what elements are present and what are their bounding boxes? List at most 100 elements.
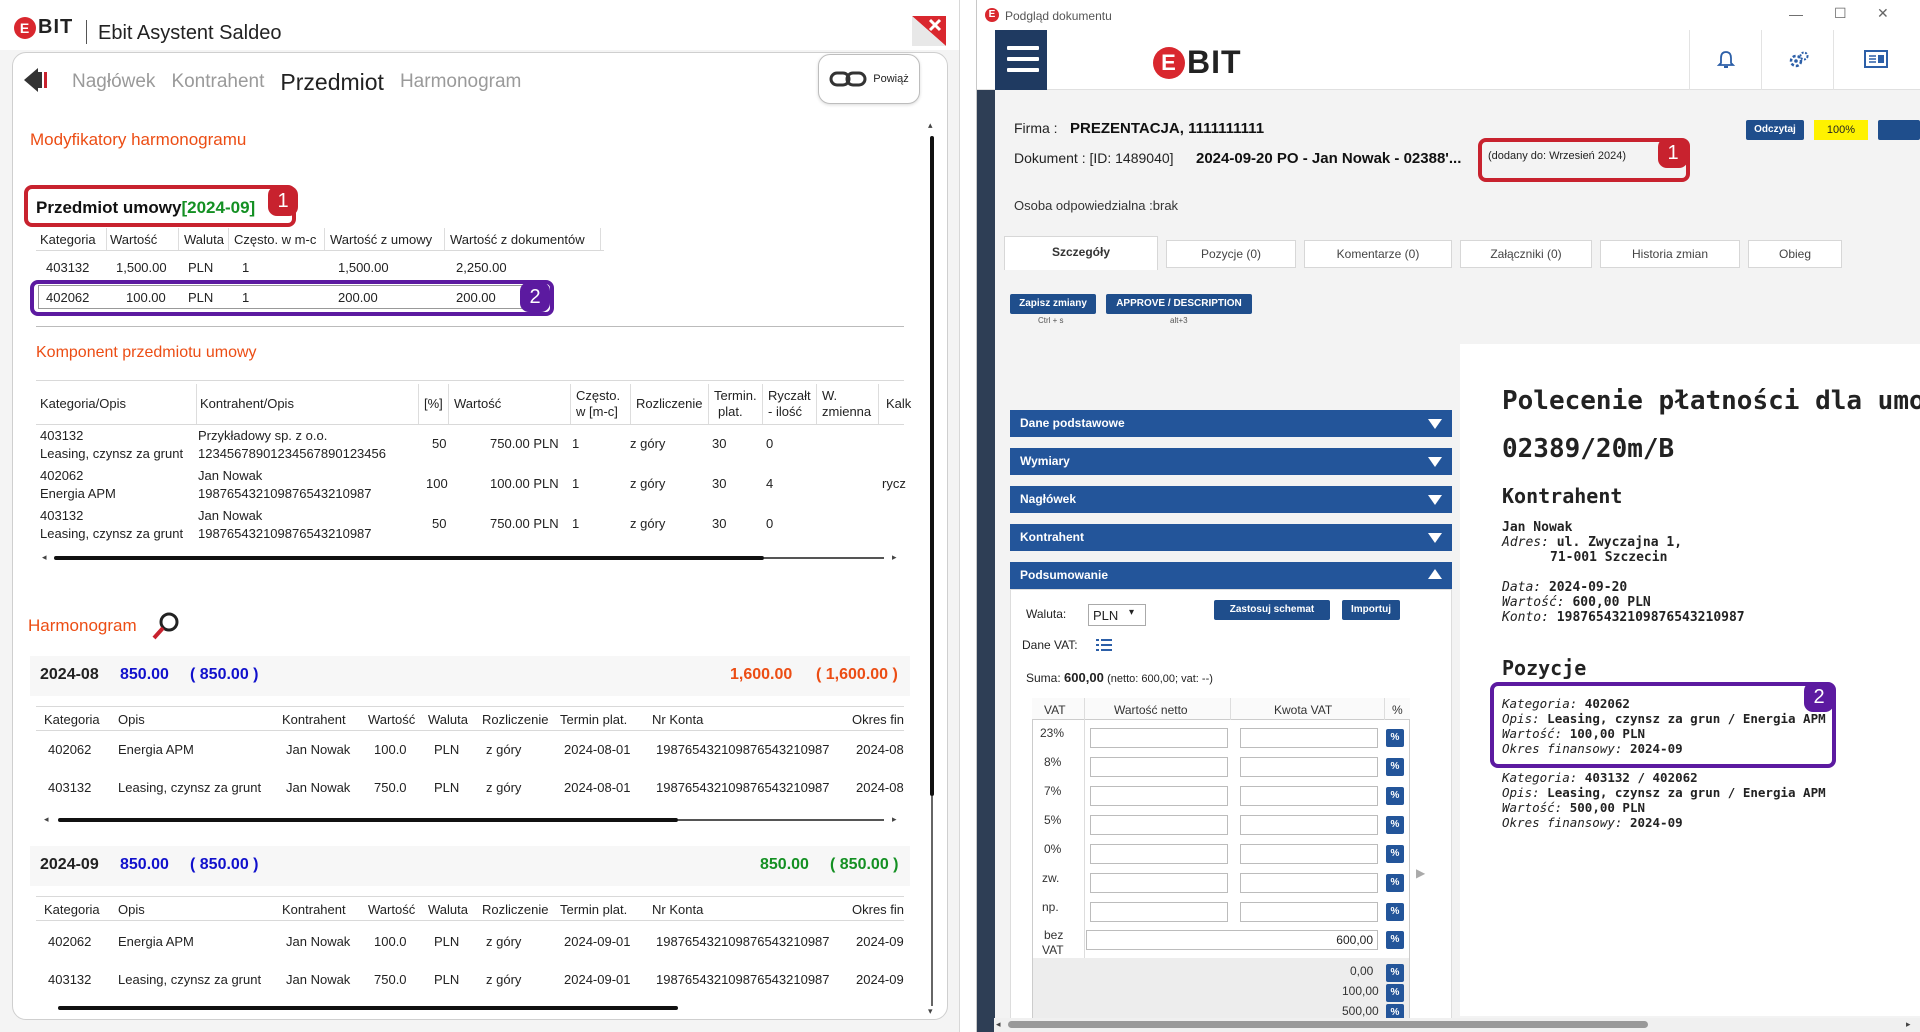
asystent-window: E BIT Ebit Asystent Saldeo Nagłówek Kontr… [0, 0, 960, 1032]
save-shortcut: Ctrl + s [1038, 316, 1064, 325]
subject-panel [18, 184, 918, 590]
main-vscrollbar[interactable] [930, 136, 934, 796]
tab-komentarze[interactable]: Komentarze (0) [1304, 240, 1452, 268]
dane-vat-label: Dane VAT: [1022, 638, 1078, 652]
netto-input[interactable] [1090, 757, 1228, 777]
col-wartosc-umowy: Wartość z umowy [330, 232, 433, 247]
save-button[interactable]: Zapisz zmiany [1010, 294, 1096, 314]
netto-input[interactable] [1090, 902, 1228, 922]
badge-2: 2 [520, 282, 550, 312]
col-kategoria: Kategoria [40, 232, 96, 247]
document-view-button[interactable] [1833, 30, 1920, 90]
tab-naglowek[interactable]: Nagłówek [72, 71, 156, 92]
vat-input[interactable] [1240, 902, 1378, 922]
doc-title-1: Polecenie płatności dla umow [1502, 386, 1920, 416]
minimize-icon[interactable]: — [1789, 6, 1803, 22]
side-strip [977, 90, 995, 1032]
netto-input[interactable] [1090, 844, 1228, 864]
percent-button[interactable]: % [1386, 984, 1404, 1002]
netto-input[interactable] [1090, 786, 1228, 806]
highlight-box-2 [30, 280, 554, 316]
vat-input[interactable] [1240, 873, 1378, 893]
modifiers-title: Modyfikatory harmonogramu [30, 130, 247, 149]
component-title: Komponent przedmiotu umowy [36, 344, 257, 361]
expand-icon [1428, 533, 1442, 543]
modifiers-panel: Modyfikatory harmonogramu [18, 120, 272, 172]
section-dane-podstawowe[interactable]: Dane podstawowe [1010, 410, 1452, 437]
schedule-month: 2024-08 [40, 666, 99, 683]
settings-button[interactable] [1761, 30, 1833, 90]
panel-expand-arrow[interactable]: ▶ [1416, 866, 1426, 880]
waluta-select[interactable]: PLN ▾ [1088, 604, 1146, 626]
percent-button[interactable]: % [1386, 1004, 1404, 1022]
percent-button[interactable]: % [1386, 816, 1404, 834]
zoom-badge: 100% [1814, 120, 1868, 140]
apply-schema-button[interactable]: Zastosuj schemat [1214, 600, 1330, 620]
tab-szczegoly[interactable]: Szczegóły [1004, 236, 1158, 270]
section-naglowek[interactable]: Nagłówek [1010, 486, 1452, 513]
list-icon[interactable] [1096, 638, 1112, 652]
vat-input[interactable] [1240, 844, 1378, 864]
tab-kontrahent[interactable]: Kontrahent [171, 71, 265, 92]
import-button[interactable]: Importuj [1342, 600, 1400, 620]
vat-input[interactable] [1240, 786, 1378, 806]
tab-pozycje[interactable]: Pozycje (0) [1166, 240, 1296, 268]
back-arrow-icon[interactable] [22, 64, 54, 96]
read-button[interactable]: Odczytaj [1746, 120, 1804, 140]
section-kontrahent[interactable]: Kontrahent [1010, 524, 1452, 551]
tab-zalaczniki[interactable]: Załączniki (0) [1460, 240, 1592, 268]
tab-historia[interactable]: Historia zmian [1600, 240, 1740, 268]
percent-button[interactable]: % [1386, 787, 1404, 805]
schedule-hscrollbar[interactable] [58, 818, 678, 822]
percent-button[interactable]: % [1386, 729, 1404, 747]
preview-hscrollbar[interactable] [1008, 1021, 1648, 1028]
component-hscrollbar[interactable] [54, 556, 764, 560]
percent-button[interactable]: % [1386, 903, 1404, 921]
vat-input[interactable] [1240, 815, 1378, 835]
firma-label: Firma : [1014, 120, 1058, 136]
netto-input[interactable] [1090, 815, 1228, 835]
percent-button[interactable]: % [1386, 758, 1404, 776]
extra-blue-button[interactable] [1878, 120, 1920, 140]
approve-button[interactable]: APPROVE / DESCRIPTION [1106, 294, 1252, 314]
magnifier-icon[interactable] [150, 610, 182, 642]
link-button[interactable]: Powiąż [818, 54, 920, 104]
percent-button[interactable]: % [1386, 874, 1404, 892]
preview-titlebar: E Podgląd dokumentu — ☐ ✕ [977, 0, 1920, 30]
document-preview [1460, 344, 1920, 1016]
highlight-box-2-right [1490, 682, 1836, 768]
maximize-icon[interactable]: ☐ [1834, 5, 1847, 21]
osoba-label: Osoba odpowiedzialna :brak [1014, 198, 1179, 213]
doc-kontrahent-heading: Kontrahent [1502, 484, 1623, 508]
window-title: Ebit Asystent Saldeo [98, 22, 282, 44]
close-icon[interactable] [912, 16, 946, 46]
vat-input[interactable] [1240, 728, 1378, 748]
tab-przedmiot[interactable]: Przedmiot [280, 68, 384, 95]
ebit-logo: E BIT [14, 16, 73, 39]
scroll-left-arrow[interactable]: ◂ [42, 552, 47, 562]
percent-button[interactable]: % [1386, 931, 1404, 949]
netto-input[interactable] [1090, 728, 1228, 748]
ebit-logo-large: E BIT [1153, 44, 1242, 81]
netto-input[interactable] [1090, 873, 1228, 893]
section-podsumowanie[interactable]: Podsumowanie [1010, 562, 1452, 589]
col-wartosc-dokumentow: Wartość z dokumentów [450, 232, 585, 247]
close-window-icon[interactable]: ✕ [1877, 5, 1889, 21]
app-icon: E [985, 8, 999, 22]
vat-input[interactable] [1240, 757, 1378, 777]
notifications-button[interactable] [1689, 30, 1761, 90]
bez-vat-input[interactable]: 600,00 [1086, 930, 1378, 950]
badge-1-right: 1 [1658, 138, 1688, 168]
dokument-label: Dokument : [ID: 1489040] [1014, 150, 1174, 166]
percent-button[interactable]: % [1386, 845, 1404, 863]
menu-button[interactable] [995, 30, 1047, 90]
section-wymiary[interactable]: Wymiary [1010, 448, 1452, 475]
tab-harmonogram[interactable]: Harmonogram [399, 71, 522, 92]
scroll-right-arrow[interactable]: ▸ [892, 552, 897, 562]
tab-obieg[interactable]: Obieg [1748, 240, 1842, 268]
app-header: E BIT [977, 30, 1920, 90]
expand-icon [1428, 495, 1442, 505]
doc-pozycje-heading: Pozycje [1502, 656, 1587, 680]
schedule-month: 2024-09 [40, 856, 99, 873]
percent-button[interactable]: % [1386, 964, 1404, 982]
